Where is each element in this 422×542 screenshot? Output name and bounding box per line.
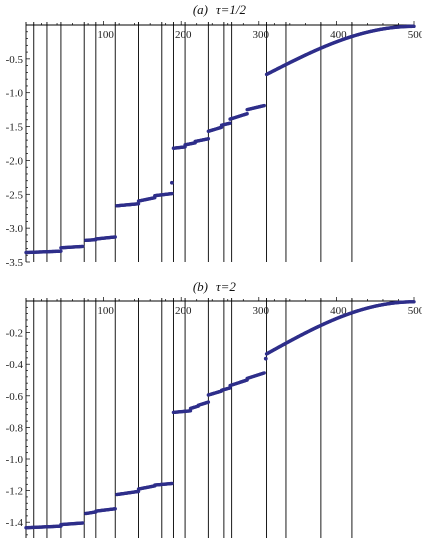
y-tick-label: -1.0 — [6, 88, 24, 100]
x-tick-label: 100 — [97, 305, 114, 317]
y-tick-label: -1.2 — [6, 486, 23, 498]
data-point — [262, 371, 266, 375]
data-point — [188, 409, 193, 413]
y-tick-label: -3.0 — [6, 223, 24, 235]
panel-label-a: (a) — [193, 2, 208, 17]
data-point — [412, 300, 416, 304]
x-tick-label: 200 — [175, 29, 192, 41]
data-point — [169, 180, 174, 185]
x-tick-label: 500 — [408, 29, 422, 41]
x-tick-label: 100 — [97, 29, 114, 41]
data-point — [80, 521, 85, 525]
y-tick-label: -0.6 — [6, 391, 24, 403]
panel-label-b: (b) — [193, 279, 208, 294]
x-tick-label: 200 — [175, 305, 192, 317]
y-tick-label: -1.0 — [6, 454, 24, 466]
y-tick-label: -1.5 — [6, 122, 24, 134]
data-point — [113, 235, 117, 239]
x-tick-label: 500 — [408, 305, 422, 317]
chart-panel-a: (a) τ=1/2 100 200 300 400 500-0.5-1.0-1.5-2.… — [6, 2, 422, 269]
panel-title-a: τ=1/2 — [216, 2, 247, 17]
panel-title-b: τ=2 — [216, 279, 236, 294]
data-point — [206, 137, 211, 141]
y-tick-label: -0.4 — [6, 359, 24, 371]
y-tick-label: -2.0 — [6, 155, 24, 167]
data-points — [24, 300, 416, 530]
data-point — [136, 202, 141, 206]
data-point — [170, 191, 174, 196]
x-tick-label: 400 — [330, 305, 347, 317]
data-point — [170, 481, 174, 486]
data-points — [24, 24, 416, 255]
data-point — [113, 507, 117, 511]
y-tick-label: -1.4 — [6, 517, 24, 529]
data-point — [245, 112, 249, 116]
x-tick-label: 300 — [253, 29, 270, 41]
data-point — [206, 400, 211, 404]
data-point — [263, 356, 268, 361]
y-tick-label: -3.5 — [6, 257, 24, 269]
data-point — [80, 244, 85, 249]
y-tick-label: -0.5 — [6, 54, 24, 66]
data-point — [59, 249, 63, 253]
data-point — [262, 103, 266, 108]
y-tick-label: -0.2 — [6, 328, 23, 340]
data-point — [228, 121, 232, 125]
data-point — [228, 386, 232, 390]
y-tick-label: -2.5 — [6, 189, 24, 201]
y-tick-label: -0.8 — [6, 422, 24, 434]
data-point — [412, 24, 416, 29]
chart-panel-b: (b) τ=2 100 200 300 400 500 -0.2 -0.4 -0.6 -0.8 -… — [6, 279, 422, 538]
x-tick-label: 300 — [253, 305, 270, 317]
